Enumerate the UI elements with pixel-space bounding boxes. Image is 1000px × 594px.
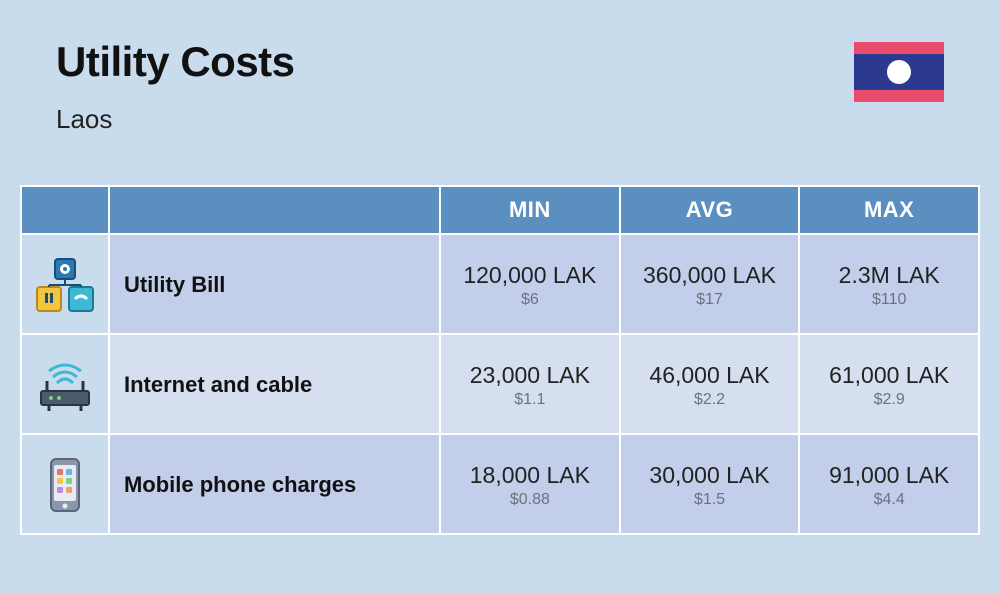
table-row: Mobile phone charges 18,000 LAK $0.88 30…: [21, 434, 979, 534]
col-avg: AVG: [620, 186, 800, 234]
cell-max: 91,000 LAK $4.4: [799, 434, 979, 534]
row-label: Utility Bill: [109, 234, 440, 334]
table-row: Utility Bill 120,000 LAK $6 360,000 LAK …: [21, 234, 979, 334]
col-min: MIN: [440, 186, 620, 234]
secondary-value: $6: [449, 291, 611, 309]
table-row: Internet and cable 23,000 LAK $1.1 46,00…: [21, 334, 979, 434]
page-subtitle: Laos: [56, 104, 295, 135]
table-header-row: MIN AVG MAX: [21, 186, 979, 234]
secondary-value: $1.5: [629, 491, 791, 509]
col-icon: [21, 186, 109, 234]
col-max: MAX: [799, 186, 979, 234]
cell-max: 2.3M LAK $110: [799, 234, 979, 334]
router-icon: [33, 353, 97, 417]
cell-max: 61,000 LAK $2.9: [799, 334, 979, 434]
secondary-value: $1.1: [449, 391, 611, 409]
icon-cell: [21, 234, 109, 334]
cell-min: 120,000 LAK $6: [440, 234, 620, 334]
primary-value: 23,000 LAK: [449, 362, 611, 389]
cell-min: 18,000 LAK $0.88: [440, 434, 620, 534]
primary-value: 61,000 LAK: [808, 362, 970, 389]
primary-value: 2.3M LAK: [808, 262, 970, 289]
phone-icon: [33, 453, 97, 517]
cell-avg: 360,000 LAK $17: [620, 234, 800, 334]
secondary-value: $2.2: [629, 391, 791, 409]
primary-value: 120,000 LAK: [449, 262, 611, 289]
utility-icon: [33, 253, 97, 317]
primary-value: 46,000 LAK: [629, 362, 791, 389]
secondary-value: $110: [808, 291, 970, 309]
secondary-value: $2.9: [808, 391, 970, 409]
cell-avg: 30,000 LAK $1.5: [620, 434, 800, 534]
primary-value: 360,000 LAK: [629, 262, 791, 289]
title-block: Utility Costs Laos: [56, 38, 295, 135]
cell-min: 23,000 LAK $1.1: [440, 334, 620, 434]
secondary-value: $17: [629, 291, 791, 309]
cell-avg: 46,000 LAK $2.2: [620, 334, 800, 434]
flag-icon: [854, 42, 944, 102]
row-label: Mobile phone charges: [109, 434, 440, 534]
icon-cell: [21, 334, 109, 434]
secondary-value: $0.88: [449, 491, 611, 509]
row-label: Internet and cable: [109, 334, 440, 434]
header: Utility Costs Laos: [0, 0, 1000, 155]
col-label: [109, 186, 440, 234]
cost-table: MIN AVG MAX: [20, 185, 980, 535]
secondary-value: $4.4: [808, 491, 970, 509]
page-title: Utility Costs: [56, 38, 295, 86]
icon-cell: [21, 434, 109, 534]
primary-value: 30,000 LAK: [629, 462, 791, 489]
primary-value: 18,000 LAK: [449, 462, 611, 489]
primary-value: 91,000 LAK: [808, 462, 970, 489]
